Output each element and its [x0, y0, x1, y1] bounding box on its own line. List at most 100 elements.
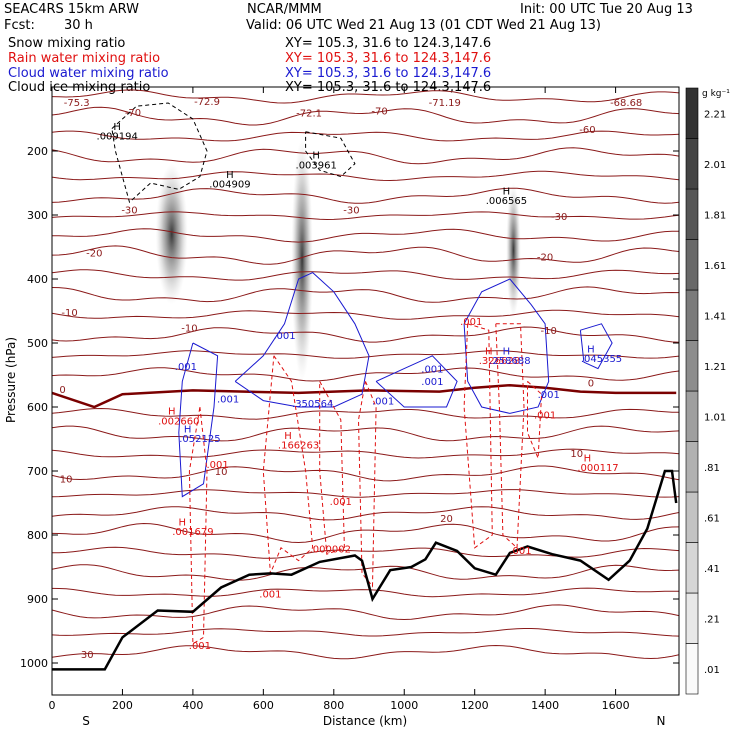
colorbar-box-4 — [685, 491, 699, 543]
colorbar-box-2 — [685, 592, 699, 644]
isotherm-line-22 — [52, 546, 679, 559]
cloud-water-label-9: .001 — [421, 377, 443, 388]
rain-label-10: .001 — [259, 590, 281, 601]
cloud-water-label-4: .001 — [217, 395, 239, 406]
temperature-label-7: -70 — [371, 107, 387, 118]
header-model: SEAC4RS 15km ARW — [4, 2, 140, 17]
isotherm-line-17 — [52, 448, 679, 459]
snow-contour-1 — [111, 102, 208, 204]
temperature-label-5: -68.68 — [610, 98, 642, 109]
colorbar-box-8 — [685, 289, 699, 341]
colorbar-label-4: .61 — [704, 513, 720, 524]
colorbar-label-10: 1.81 — [704, 210, 726, 221]
isotherm-line-26 — [52, 628, 679, 637]
cloud-water-label-2: H — [184, 425, 192, 436]
isotherm-line-19 — [52, 489, 679, 498]
snow-label-4: .004909 — [209, 180, 250, 191]
field-label-rain: Rain water mixing ratio — [8, 51, 161, 66]
isotherm-line-4 — [52, 170, 679, 182]
cloud-water-label-14: .045355 — [581, 354, 622, 365]
y-tick-label-1000: 1000 — [20, 657, 48, 670]
colorbar-box-5 — [685, 441, 699, 493]
ice-plume-3 — [506, 183, 521, 318]
isotherm-line-27 — [52, 644, 679, 660]
temperature-label-18: 0 — [588, 379, 594, 390]
y-tick-label-700: 700 — [27, 465, 48, 478]
y-tick-label-600: 600 — [27, 401, 48, 414]
colorbar-label-1: .01 — [704, 665, 720, 676]
snow-label-6: .003961 — [296, 160, 337, 171]
snow-label-3: H — [226, 170, 234, 181]
temperature-label-6: -70 — [125, 108, 141, 119]
colorbar-box-1 — [685, 643, 699, 695]
cloud-water-label-11: .258688 — [489, 356, 530, 367]
isotherm-line-3 — [52, 147, 679, 165]
rain-water-contour-7 — [527, 381, 543, 459]
rain-label-6: .001 — [330, 497, 352, 508]
y-tick-label-900: 900 — [27, 593, 48, 606]
rain-label-8: H — [179, 517, 187, 528]
x-tick-label-400: 400 — [182, 699, 203, 712]
temperature-label-10: -30 — [343, 206, 359, 217]
rain-label-1: H — [168, 407, 176, 418]
field-xy-cloud-water: XY= 105.3, 31.6 to 124.3,147.6 — [285, 66, 492, 81]
snow-label-5: H — [312, 151, 320, 162]
colorbar-label-9: 1.61 — [704, 261, 726, 272]
rain-water-contour-3 — [319, 381, 345, 555]
plot-frame — [51, 86, 680, 696]
rain-label-5: .001 — [206, 460, 228, 471]
field-xy-snow: XY= 105.3, 31.6 to 124.3,147.6 — [285, 36, 492, 51]
cloud-water-contour-5 — [579, 323, 613, 370]
colorbar-label-2: .21 — [704, 614, 720, 625]
isotherm-line-21 — [52, 522, 679, 544]
cloud-water-contour-2 — [234, 272, 370, 408]
isotherm-line-6 — [52, 211, 679, 221]
rain-label-13: H — [485, 347, 493, 358]
colorbar-label-7: 1.21 — [704, 362, 726, 373]
isotherm-line-15 — [52, 407, 679, 420]
snow-label-7: H — [503, 187, 511, 198]
y-tick-label-800: 800 — [27, 529, 48, 542]
x-tick-label-800: 800 — [323, 699, 344, 712]
isotherm-line-11 — [52, 309, 679, 320]
rain-label-9: .001679 — [172, 527, 213, 538]
cloud-water-label-1: .001 — [175, 362, 197, 373]
temperature-label-16: -10 — [541, 326, 557, 337]
isotherm-line-1 — [52, 106, 679, 126]
rain-label-15: .001 — [534, 411, 556, 422]
rain-water-contour-6 — [495, 323, 525, 549]
x-tick-label-1000: 1000 — [390, 699, 418, 712]
rain-water-contour-4 — [357, 381, 377, 588]
colorbar-label-12: 2.21 — [704, 109, 726, 120]
y-tick-label-300: 300 — [27, 209, 48, 222]
isotherm-line-25 — [52, 604, 679, 621]
rain-label-7: .000002 — [310, 544, 351, 555]
isotherm-line-24 — [52, 587, 679, 598]
x-tick-label-200: 200 — [112, 699, 133, 712]
isotherm-line-20 — [52, 506, 679, 521]
temperature-label-22: 20 — [440, 514, 453, 525]
terrain-line — [52, 469, 678, 671]
colorbar-label-3: .41 — [704, 564, 720, 575]
field-label-cloud-water: Cloud water mixing ratio — [8, 66, 169, 81]
colorbar-box-7 — [685, 340, 699, 392]
ice-plume-1 — [155, 163, 188, 305]
cloud-water-label-3: .052125 — [179, 434, 220, 445]
colorbar-box-11 — [685, 138, 699, 190]
colorbar-box-10 — [685, 188, 699, 240]
isotherm-line-7 — [52, 228, 679, 243]
header-valid: Valid: 06 UTC Wed 21 Aug 13 (01 CDT Wed … — [246, 18, 601, 33]
colorbar-label-6: 1.01 — [704, 412, 726, 423]
colorbar-label-5: .81 — [704, 463, 720, 474]
temperature-label-4: -71.19 — [429, 98, 461, 109]
cloud-water-label-10: H — [503, 347, 511, 358]
rain-label-2: .002660 — [158, 416, 199, 427]
x-tick-label-1200: 1200 — [461, 699, 489, 712]
direction-south: S — [82, 714, 90, 728]
direction-north: N — [657, 714, 666, 728]
rain-label-16: H — [584, 453, 592, 464]
snow-label-1: H — [113, 122, 121, 133]
y-tick-label-400: 400 — [27, 273, 48, 286]
x-axis-title: Distance (km) — [323, 714, 407, 728]
